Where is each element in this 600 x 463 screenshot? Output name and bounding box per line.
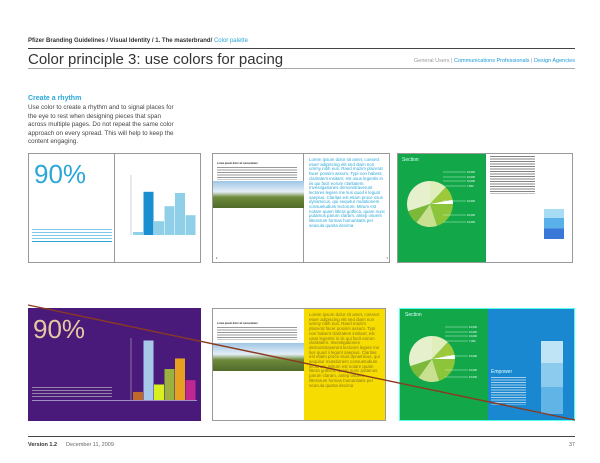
date: December 11, 2009 <box>66 442 114 448</box>
audience-communications[interactable]: Communications Professionals <box>454 58 530 64</box>
text-block <box>217 327 297 340</box>
pie-slice <box>430 187 453 204</box>
pie-slice <box>432 359 455 381</box>
section-label: Section <box>402 157 419 163</box>
pie-slice <box>408 204 430 223</box>
text-block <box>490 156 535 194</box>
pie-slice <box>430 181 446 204</box>
spread-top-text: Lorem ipsum dolor sit consectetuer 4 Lor… <box>212 153 390 263</box>
page-bar-chart <box>115 154 200 262</box>
bar <box>154 384 164 400</box>
pie-slice <box>410 359 432 378</box>
audience-design[interactable]: Design Agencies <box>534 58 575 64</box>
separator: | <box>529 58 535 64</box>
pie-label: 7,000 <box>469 339 476 343</box>
section-label: Section <box>405 312 422 318</box>
page-info <box>486 154 572 262</box>
spread-top-pie: Section 10,000 10,000 10,000 7,000 10,000 10,… <box>397 153 573 263</box>
breadcrumb-path[interactable]: Pfizer Branding Guidelines / Visual Iden… <box>28 38 214 44</box>
spread-top-stat: 90% <box>28 153 201 263</box>
pie-slice <box>409 336 432 367</box>
pie-label: 10,000 <box>467 213 475 217</box>
stat-figure: 90% <box>34 159 87 189</box>
section-heading: Create a rhythm <box>28 95 82 102</box>
page-number: 37 <box>568 442 575 448</box>
bar-chart-bottom <box>130 338 196 400</box>
page-lorem: Lorem ipsum dolor sit amet, consect etue… <box>304 154 389 262</box>
pie-slice <box>430 204 453 226</box>
stacked-bar <box>544 209 564 239</box>
stat-figure: 90% <box>33 314 86 344</box>
pie-label: 10,000 <box>467 170 475 174</box>
text-block <box>32 387 112 398</box>
header-rule <box>28 48 575 49</box>
page-empower: Empower <box>488 309 574 420</box>
pie-label: 10,000 <box>469 354 477 358</box>
page-pie: Section 10,000 10,000 10,000 7,000 10,000 10,… <box>398 154 486 262</box>
small-heading: Lorem ipsum dolor sit consectetuer <box>217 322 258 325</box>
pie-label: 10,000 <box>469 375 477 379</box>
pie-label: 10,000 <box>467 175 475 179</box>
bar <box>154 221 164 235</box>
bar <box>143 340 154 400</box>
page-number: 4 <box>216 257 218 260</box>
pie-label: 10,000 <box>469 325 477 329</box>
bar <box>133 391 143 400</box>
landscape-photo <box>213 181 304 208</box>
spread-bottom-pie: Section 10,000 10,000 10,000 7,000 10,000 10,… <box>399 308 575 421</box>
text-block <box>491 377 526 405</box>
pie-label: 10,000 <box>467 179 475 183</box>
pie-label: 10,000 <box>469 334 477 338</box>
bar <box>143 191 154 235</box>
page-pie: Section 10,000 10,000 10,000 7,000 10,000 10,… <box>400 309 488 420</box>
breadcrumb-current: Color palette <box>213 38 248 44</box>
bar <box>164 369 175 400</box>
page-number: 5 <box>386 257 388 260</box>
pie-slice <box>432 354 455 359</box>
pie-slice <box>432 336 448 359</box>
version: Version 1.2 <box>28 442 58 448</box>
pie-chart: 10,00010,00010,0007,00010,00010,00010,00… <box>407 170 475 227</box>
pie-label: 10,000 <box>469 368 477 372</box>
spread-bottom-text: Lorem ipsum dolor sit consectetuer Lorem… <box>212 308 386 421</box>
bar <box>185 380 196 400</box>
pie-slice <box>407 181 430 212</box>
pie-label: 10,000 <box>467 220 475 224</box>
text-block <box>217 167 297 180</box>
footer-rule <box>28 436 575 437</box>
lorem-text: Lorem ipsum dolor sit amet, consect etue… <box>309 157 386 228</box>
bar <box>185 215 196 235</box>
stacked-bar <box>541 341 563 414</box>
audience-links: General Users | Communications Professio… <box>414 58 575 64</box>
pie-slice <box>430 199 453 204</box>
page-lorem-yellow: Lorem ipsum dolor sit amet, consect etue… <box>304 309 385 420</box>
bar <box>164 206 175 235</box>
section-body: Use color to create a rhythm and to sign… <box>28 104 174 145</box>
page-photo: Lorem ipsum dolor sit consectetuer 4 <box>213 154 304 262</box>
separator: | <box>449 58 454 64</box>
bar <box>175 193 185 235</box>
page-title: Color principle 3: use colors for pacing <box>28 51 284 68</box>
bar-chart-top <box>130 175 196 235</box>
pie-slice <box>418 359 440 382</box>
pie-slice <box>432 342 455 359</box>
bar <box>175 358 185 400</box>
pie-chart: 10,00010,00010,0007,00010,00010,00010,00… <box>409 325 477 382</box>
title-rule <box>28 68 575 69</box>
bar <box>133 232 143 235</box>
spread-bottom-stat: 90% <box>28 308 201 421</box>
breadcrumb: Pfizer Branding Guidelines / Visual Iden… <box>28 38 248 44</box>
divider <box>32 400 197 401</box>
page-stat: 90% <box>29 154 115 262</box>
divider <box>32 241 112 242</box>
pie-label: 10,000 <box>469 330 477 334</box>
small-heading: Lorem ipsum dolor sit consectetuer <box>217 162 258 165</box>
text-block <box>32 229 112 239</box>
pie-label: 7,000 <box>467 184 474 188</box>
empower-label: Empower <box>491 369 513 375</box>
pie-label: 10,000 <box>467 199 475 203</box>
audience-general[interactable]: General Users <box>414 58 450 64</box>
pie-slice <box>416 204 438 227</box>
